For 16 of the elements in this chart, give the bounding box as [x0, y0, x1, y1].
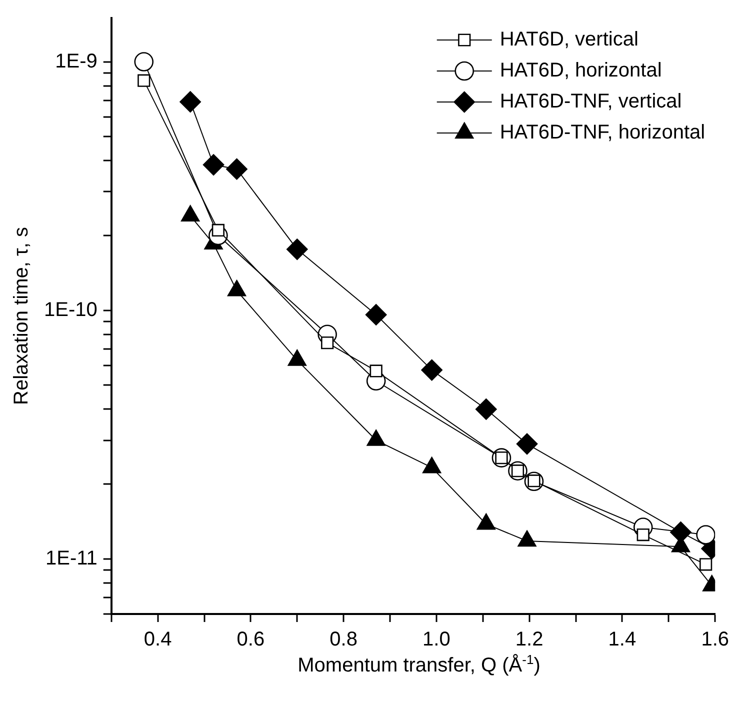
legend-label: HAT6D-TNF, horizontal: [500, 122, 706, 144]
x-tick-label: 1.6: [701, 628, 730, 651]
x-tick-label: 1.2: [515, 628, 544, 651]
x-tick-label: 0.6: [236, 628, 265, 651]
x-tick-label: 0.4: [144, 628, 172, 651]
legend-label: HAT6D, horizontal: [500, 60, 662, 82]
y-axis-title: Relaxation time, τ, s: [10, 227, 33, 405]
y-tick-label: 1E-9: [55, 50, 98, 72]
x-axis-title: Momentum transfer, Q (Å$^{-1}$): [296, 652, 542, 678]
x-tick-label: 0.8: [330, 628, 358, 651]
x-tick-label: 1.0: [422, 628, 450, 651]
legend-label: HAT6D, vertical: [500, 28, 638, 51]
y-tick-label: 1E-11: [45, 547, 98, 570]
y-tick-label: 1E-10: [44, 298, 98, 321]
legend-label: HAT6D-TNF, vertical: [500, 90, 682, 113]
x-tick-label: 1.4: [608, 628, 636, 651]
